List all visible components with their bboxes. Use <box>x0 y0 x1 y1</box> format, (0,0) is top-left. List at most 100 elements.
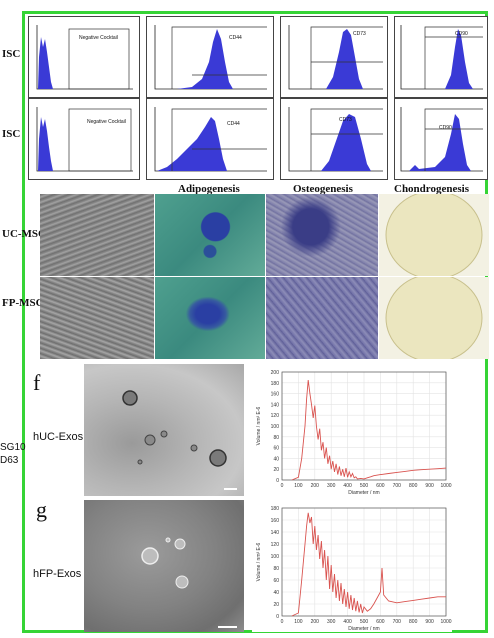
flow-panel-r2-negative: Negative Cocktail <box>28 98 140 180</box>
y-tick-label: 120 <box>271 413 280 419</box>
flow-panel-r1-cd44: CD44 <box>146 16 274 98</box>
label-huc-exos: hUC-Exos <box>33 431 84 443</box>
photo-huc-osteogenesis <box>266 194 378 276</box>
flow-histogram <box>154 107 267 172</box>
y-tick-label: 20 <box>273 467 279 473</box>
flow-histogram <box>36 25 133 90</box>
flow-histogram <box>288 107 383 172</box>
y-tick-label: 180 <box>271 506 280 512</box>
row-label-msc-1: ISC <box>2 48 21 60</box>
x-axis-label: Diameter / nm <box>348 626 379 632</box>
y-tick-label: 140 <box>271 402 280 408</box>
left-fragment-1: SG10 <box>0 442 26 453</box>
y-tick-label: 140 <box>271 530 280 536</box>
panel-letter-f: f <box>33 370 41 395</box>
y-tick-label: 200 <box>271 370 280 376</box>
size-distribution-svg: 0 20 40 60 80 100 120 140 160 180 0 100 200 300 400 500… <box>256 506 452 632</box>
header-adipogenesis: Adipogenesis <box>178 183 240 195</box>
header-chondrogenesis: Chondrogenesis <box>394 183 469 195</box>
y-tick-label: 100 <box>271 554 280 560</box>
y-tick-label: 0 <box>276 478 279 484</box>
flow-label: CD73 <box>339 117 352 123</box>
tem-vesicles <box>141 537 189 589</box>
tem-image-huc-exos <box>84 364 244 496</box>
photo-hfp-chondrogenesis <box>379 277 489 359</box>
flow-label: CD73 <box>353 31 366 37</box>
tem-image-hfp-exos <box>84 500 244 632</box>
photo-hfp-adipogenesis <box>155 277 265 359</box>
flow-histogram <box>288 25 383 90</box>
flow-label: CD90 <box>439 125 452 131</box>
header-osteogenesis: Osteogenesis <box>293 183 353 195</box>
x-tick-label: 800 <box>409 619 418 625</box>
flow-label: Negative Cocktail <box>87 119 126 125</box>
x-tick-label: 500 <box>360 619 369 625</box>
label-hfp-exos: hFP-Exos <box>33 568 82 580</box>
y-axis-label: Volume / nm³ E-6 <box>256 406 262 445</box>
x-tick-label: 100 <box>294 483 303 489</box>
x-tick-label: 1000 <box>440 483 451 489</box>
x-tick-label: 1000 <box>440 619 451 625</box>
plot-area <box>281 507 447 617</box>
size-distribution-svg: 0 20 40 60 80 100 120 140 160 180 200 0 100 200 300 400… <box>256 370 452 496</box>
photo-huc-chondrogenesis <box>379 194 489 276</box>
photo-hfp-msc-morphology <box>40 277 154 359</box>
flow-label: CD90 <box>455 31 468 37</box>
flow-panel-r1-cd73: CD73 <box>280 16 388 98</box>
y-tick-label: 80 <box>273 435 279 441</box>
x-tick-label: 900 <box>425 619 434 625</box>
row-label-hfp-msc: FP-MSC <box>2 297 44 309</box>
flow-panel-r1-cd90: CD90 <box>394 16 488 98</box>
x-tick-label: 400 <box>343 619 352 625</box>
panel-letter-g: g <box>36 497 47 522</box>
y-tick-label: 180 <box>271 381 280 387</box>
flow-histogram <box>400 107 483 172</box>
x-tick-label: 600 <box>376 619 385 625</box>
x-axis-label: Diameter / nm <box>348 490 379 496</box>
size-distribution-line <box>291 512 446 617</box>
flow-histogram <box>400 25 483 90</box>
chondro-pellet <box>385 194 483 276</box>
flow-panel-r1-negative: Negative Cocktail <box>28 16 140 98</box>
y-tick-label: 160 <box>271 518 280 524</box>
y-tick-label: 40 <box>273 590 279 596</box>
size-distribution-plot-huc: 0 20 40 60 80 100 120 140 160 180 200 0 100 200 300 400… <box>252 364 452 496</box>
row-label-msc-2: ISC <box>2 128 21 140</box>
y-tick-label: 20 <box>273 602 279 608</box>
plot-area <box>281 371 447 481</box>
y-tick-label: 80 <box>273 566 279 572</box>
x-tick-label: 400 <box>343 483 352 489</box>
x-tick-label: 200 <box>311 619 320 625</box>
x-tick-label: 900 <box>425 483 434 489</box>
flow-histogram <box>154 25 267 90</box>
flow-label: CD44 <box>229 35 242 41</box>
y-tick-label: 120 <box>271 542 280 548</box>
row-label-huc-msc: UC-MSC <box>2 228 46 240</box>
scale-bar <box>224 488 237 490</box>
x-tick-label: 300 <box>327 483 336 489</box>
y-tick-label: 60 <box>273 446 279 452</box>
size-distribution-line <box>291 380 447 481</box>
x-tick-label: 200 <box>311 483 320 489</box>
x-tick-label: 300 <box>327 619 336 625</box>
x-tick-label: 600 <box>376 483 385 489</box>
x-tick-label: 700 <box>393 619 402 625</box>
x-tick-label: 700 <box>393 483 402 489</box>
flow-histogram <box>36 107 133 172</box>
y-tick-label: 0 <box>276 614 279 620</box>
left-fragment-2: D63 <box>0 455 19 466</box>
y-tick-label: 60 <box>273 578 279 584</box>
chondro-pellet <box>385 277 483 359</box>
flow-panel-r2-cd90: CD90 <box>394 98 488 180</box>
x-tick-label: 500 <box>360 483 369 489</box>
scale-bar <box>218 626 237 628</box>
x-tick-label: 0 <box>281 619 284 625</box>
y-tick-label: 160 <box>271 392 280 398</box>
tem-vesicles <box>122 390 227 467</box>
photo-huc-msc-morphology <box>40 194 154 276</box>
photo-huc-adipogenesis <box>155 194 265 276</box>
flow-label: Negative Cocktail <box>79 35 118 41</box>
y-tick-label: 40 <box>273 456 279 462</box>
y-tick-label: 100 <box>271 424 280 430</box>
x-tick-label: 100 <box>294 619 303 625</box>
